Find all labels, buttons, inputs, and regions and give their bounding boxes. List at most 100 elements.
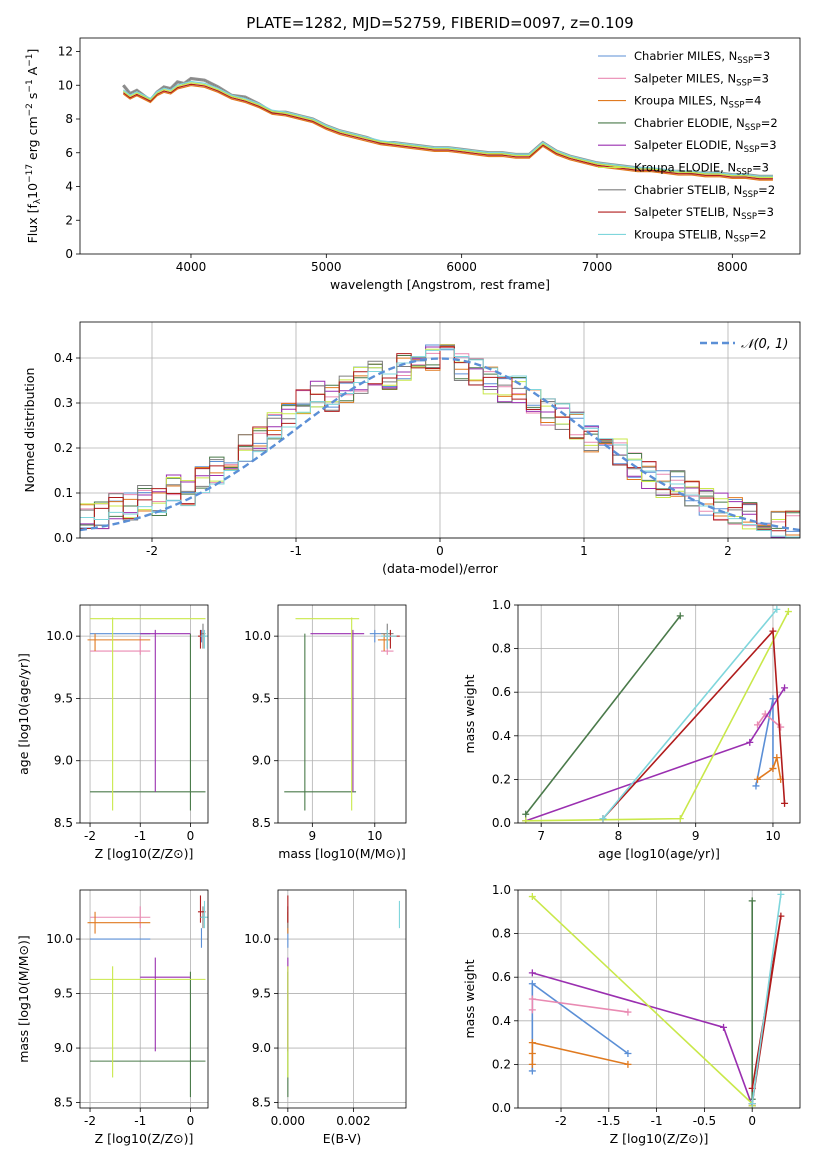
legend-subscript: SSP: [741, 212, 757, 222]
x-tick-label: -2: [146, 544, 158, 558]
ssp-line: [757, 754, 782, 781]
y-tick-label: 8.5: [54, 1096, 73, 1110]
x-tick-label: 0: [748, 1114, 756, 1128]
normal-curve: [80, 357, 800, 532]
ssp-marker: [754, 775, 762, 783]
ssp-marker: [746, 738, 754, 746]
panel-weight-vs-age: 7 8 9 10 0.0 0.2 0.4 0.6 0.8 1.0 age [log10(age/yr…: [462, 598, 801, 861]
model-point-kroupa-stelib: [381, 629, 397, 649]
legend-count: 2: [770, 116, 777, 130]
model-spectrum-line: [122, 84, 773, 181]
legend-count: 3: [762, 161, 769, 175]
legend-equals: =: [752, 161, 762, 175]
y-axis-label-part: −1: [25, 54, 35, 67]
ssp-marker: [528, 1039, 536, 1047]
ssp-marker: [528, 995, 536, 1003]
ssp-marker: [752, 782, 760, 790]
axes-frame: [517, 889, 801, 1109]
legend-label-text: Salpeter ELODIE, N: [634, 138, 744, 152]
ssp-line: [751, 894, 782, 1104]
legend-count: 3: [762, 71, 769, 85]
y-axis-label: mass [log10(M/M⊙)]: [16, 935, 31, 1063]
legend-subscript: SSP: [729, 101, 745, 111]
legend-count: 3: [763, 49, 770, 63]
y-axis-label-part: −1: [25, 79, 35, 92]
y-axis-label-part: Flux [f: [25, 204, 40, 244]
x-tick-label: -2: [555, 1114, 567, 1128]
x-axis-label: Z [log10(Z/Z⊙)]: [610, 1131, 709, 1146]
ssp-marker: [777, 723, 785, 731]
x-tick-label: 7000: [582, 260, 613, 274]
x-tick-label: 9: [309, 829, 317, 843]
legend-label: Chabrier ELODIE, NSSP=2: [634, 116, 778, 133]
legend-label: Kroupa ELODIE, NSSP=3: [634, 161, 769, 178]
y-tick-label: 10.0: [46, 932, 73, 946]
y-tick-label: 9.0: [54, 754, 73, 768]
weight-vs-Z-plot-area: [528, 890, 785, 1108]
x-tick-label: 8000: [717, 260, 748, 274]
y-tick-label: 0.2: [54, 441, 73, 455]
ssp-marker: [624, 1050, 632, 1057]
y-tick-label: 8.5: [54, 816, 73, 830]
x-tick-label: -1: [290, 544, 302, 558]
y-tick-label: 1.0: [492, 598, 511, 612]
y-axis-label-part: −17: [25, 164, 35, 183]
y-axis-label-part: λ: [33, 198, 43, 204]
panel-age-vs-mass: 9 10 8.5 9.0 9.5 10.0 mass [log10(M/M⊙)]: [244, 604, 407, 861]
x-axis-label: wavelength [Angstrom, rest frame]: [330, 277, 550, 292]
y-tick-label: 9.0: [252, 1041, 271, 1055]
ssp-marker: [769, 627, 777, 635]
panel-mass-vs-EBV: 0.000 0.002 8.5 9.0 9.5 10.0 E(B-V): [244, 889, 407, 1146]
legend-count: 2: [768, 183, 775, 197]
legend-subscript: SSP: [736, 168, 752, 178]
legend-subscript: SSP: [744, 145, 760, 155]
age-vs-mass-plot-area: [284, 617, 400, 811]
x-axis-label: age [log10(age/yr)]: [598, 846, 720, 861]
axes-frame: [277, 604, 407, 824]
y-tick-label: 1.0: [492, 883, 511, 897]
x-tick-label: 0.002: [336, 1114, 370, 1128]
ssp-series-kroupa-stelib: [748, 890, 785, 1108]
legend-label: 𝒩(0, 1): [741, 337, 788, 352]
x-tick-label: 0: [187, 1114, 195, 1128]
model-point-kroupa-elodie: [90, 617, 206, 811]
legend-subscript: SSP: [737, 56, 753, 66]
x-axis-label: Z [log10(Z/Z⊙)]: [95, 1131, 194, 1146]
x-axis-label: Z [log10(Z/Z⊙)]: [95, 846, 194, 861]
y-axis-label-part: ]: [25, 49, 40, 54]
x-tick-label: 1: [580, 544, 588, 558]
x-axis-label: mass [log10(M/M⊙)]: [278, 846, 406, 861]
model-spectrum-line: [122, 83, 773, 180]
y-tick-label: 9.5: [252, 691, 271, 705]
legend-equals: =: [744, 94, 754, 108]
axes-frame: [517, 604, 801, 824]
legend-equals: =: [752, 71, 762, 85]
legend-label: Chabrier STELIB, NSSP=2: [634, 183, 775, 200]
x-axis-label: E(B-V): [323, 1131, 362, 1146]
ssp-marker: [528, 1050, 536, 1057]
y-axis-label-part: erg cm: [25, 116, 40, 164]
x-tick-label: 8: [615, 829, 623, 843]
ssp-marker: [784, 608, 792, 616]
ssp-marker: [522, 810, 530, 818]
y-tick-label: 10.0: [244, 629, 271, 643]
x-tick-label: 6000: [446, 260, 477, 274]
model-point-chabrier-elodie: [90, 633, 206, 811]
y-tick-label: 4: [65, 180, 73, 194]
y-tick-label: 0.0: [54, 531, 73, 545]
legend-label: Salpeter ELODIE, NSSP=3: [634, 138, 777, 155]
x-tick-label: 0: [187, 829, 195, 843]
y-tick-label: 8.5: [252, 1096, 271, 1110]
spectrum-plot-area: [122, 76, 773, 181]
legend-label: Kroupa MILES, NSSP=4: [634, 94, 761, 111]
x-tick-label: -1: [134, 1114, 146, 1128]
y-tick-label: 10.0: [46, 629, 73, 643]
model-point-salpeter-miles: [90, 636, 151, 655]
x-tick-label: 0: [436, 544, 444, 558]
model-spectrum-line: [122, 82, 773, 178]
weight-vs-age-plot-area: [522, 605, 792, 823]
axes-frame: [79, 889, 209, 1109]
model-point-kroupa-stelib: [200, 629, 208, 649]
